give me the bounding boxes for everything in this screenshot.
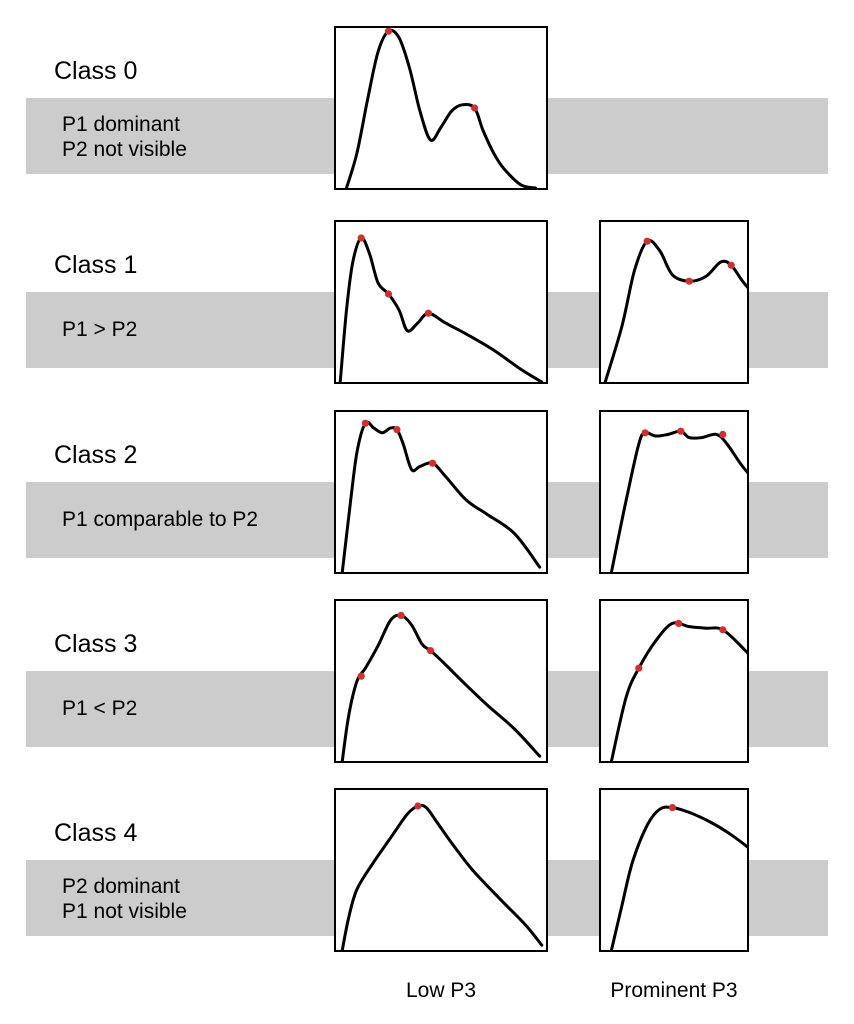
peak-marker-2	[397, 611, 405, 619]
class-1-title: Class 1	[54, 251, 138, 279]
peak-marker-2	[471, 104, 479, 112]
peak-marker-3	[727, 261, 735, 269]
class-2-description: P1 comparable to P2	[62, 507, 322, 532]
waveform-curve	[345, 28, 537, 188]
waveform-curve	[338, 236, 544, 382]
waveform-group	[345, 28, 537, 188]
peak-marker-2	[393, 426, 401, 434]
class-4-title: Class 4	[54, 819, 138, 847]
class-4-prominent-p3-panel	[599, 788, 749, 952]
class-0-low-p3-panel	[334, 26, 548, 190]
waveform-curve	[340, 803, 544, 950]
peak-marker-1	[643, 237, 651, 245]
class-3-prominent-p3-panel	[599, 599, 749, 763]
class-2-low-p3-panel	[334, 410, 548, 574]
class-3-title: Class 3	[54, 630, 138, 658]
class-4-prominent-p3-waveform	[610, 804, 747, 950]
waveform-curve	[603, 238, 747, 382]
waveform-curve	[610, 429, 747, 572]
class-1-low-p3-panel	[334, 220, 548, 384]
peak-marker-2	[384, 290, 393, 298]
prominent-p3-column-label: Prominent P3	[610, 979, 738, 1002]
waveform-group	[340, 611, 542, 761]
class-4-low-p3-waveform	[340, 802, 544, 950]
peak-marker-3	[429, 459, 437, 467]
peak-marker-3	[719, 626, 727, 634]
class-4-description-line-1: P2 dominant	[62, 875, 180, 898]
waveform-group	[338, 234, 544, 382]
class-2-row: Class 2 P1 comparable to P2	[0, 410, 854, 600]
waveform-group	[610, 804, 747, 950]
peak-marker-1	[668, 804, 676, 812]
class-1-prominent-p3-panel	[599, 220, 749, 384]
class-2-prominent-p3-panel	[599, 410, 749, 574]
waveform-group	[603, 237, 747, 382]
class-0-description: P1 dominant P2 not visible	[62, 112, 322, 162]
class-0-row: Class 0 P1 dominant P2 not visible	[0, 26, 854, 216]
class-3-prominent-p3-waveform	[610, 619, 747, 761]
peak-marker-1	[357, 672, 365, 680]
peak-marker-2	[685, 277, 693, 285]
class-1-row: Class 1 P1 > P2	[0, 220, 854, 410]
peak-marker-3	[424, 309, 432, 317]
peak-marker-3	[426, 647, 435, 655]
class-1-description-line-1: P1 > P2	[62, 318, 138, 341]
peak-marker-2	[677, 427, 685, 435]
class-3-row: Class 3 P1 < P2	[0, 599, 854, 789]
class-2-description-line-1: P1 comparable to P2	[62, 508, 259, 531]
class-3-low-p3-waveform	[340, 611, 542, 761]
class-0-title: Class 0	[54, 57, 138, 85]
class-0-low-p3-waveform	[345, 28, 537, 188]
peak-marker-1	[635, 664, 643, 672]
class-1-low-p3-waveform	[338, 234, 544, 382]
class-0-description-line-2: P2 not visible	[62, 138, 187, 161]
class-3-description: P1 < P2	[62, 696, 322, 721]
waveform-group	[610, 427, 747, 572]
peak-marker-1	[414, 802, 422, 810]
class-4-description-line-2: P1 not visible	[62, 900, 187, 923]
class-4-row: Class 4 P2 dominant P1 not visible	[0, 788, 854, 978]
waveform-group	[610, 619, 747, 761]
class-2-low-p3-waveform	[340, 419, 542, 572]
class-3-low-p3-panel	[334, 599, 548, 763]
class-0-description-line-1: P1 dominant	[62, 113, 180, 136]
class-2-title: Class 2	[54, 441, 138, 469]
peak-marker-1	[361, 419, 369, 427]
waveform-curve	[340, 613, 542, 761]
class-4-low-p3-panel	[334, 788, 548, 952]
peak-marker-3	[719, 430, 727, 438]
waveform-group	[340, 419, 542, 572]
class-1-description: P1 > P2	[62, 317, 322, 342]
waveform-curve	[340, 420, 542, 572]
peak-marker-1	[357, 234, 365, 242]
peak-marker-1	[384, 28, 393, 35]
class-3-description-line-1: P1 < P2	[62, 697, 138, 720]
class-4-description: P2 dominant P1 not visible	[62, 874, 322, 924]
peak-marker-1	[641, 429, 649, 437]
class-1-prominent-p3-waveform	[603, 237, 747, 382]
class-2-prominent-p3-waveform	[610, 427, 747, 572]
low-p3-column-label: Low P3	[405, 979, 477, 1002]
waveform-curve	[610, 805, 747, 950]
waveform-group	[340, 802, 544, 950]
peak-marker-2	[675, 619, 683, 627]
